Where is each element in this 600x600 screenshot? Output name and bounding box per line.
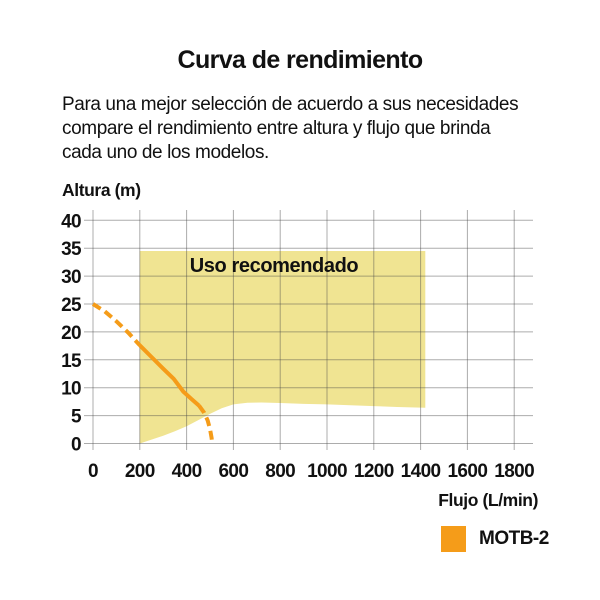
pump-curve-motb-2: [91, 302, 215, 444]
x-tick-label: 1400: [401, 461, 441, 482]
x-tick-label: 1200: [354, 461, 394, 482]
y-tick-label: 35: [61, 239, 82, 260]
y-tick-label: 15: [61, 351, 82, 372]
curve-segment-solid: [138, 343, 201, 408]
y-tick-label: 5: [71, 407, 82, 428]
recommended-zone: [139, 251, 426, 444]
legend-label: MOTB-2: [479, 528, 549, 549]
x-tick-label: 800: [265, 461, 295, 482]
y-tick-label: 40: [61, 211, 81, 232]
x-tick-label: 600: [218, 461, 248, 482]
x-tick-label: 0: [88, 461, 98, 482]
curve-segment-dashed: [197, 404, 215, 444]
flow-axis-label: Flujo (L/min): [438, 490, 538, 510]
description-line: Para una mejor selección de acuerdo a su…: [62, 94, 519, 115]
x-tick-label: 1600: [447, 461, 487, 482]
y-tick-label: 0: [71, 435, 81, 456]
grid: [84, 210, 533, 450]
x-tick-label: 400: [172, 461, 202, 482]
page-title: Curva de rendimiento: [177, 46, 424, 74]
x-tick-label: 1000: [307, 461, 347, 482]
legend: MOTB-2: [441, 526, 549, 552]
altitude-axis-label: Altura (m): [62, 180, 141, 200]
description-line: cada uno de los modelos.: [62, 142, 269, 163]
x-tick-label: 200: [125, 461, 155, 482]
curve-segment-dashed: [91, 302, 142, 347]
y-tick-label: 10: [61, 379, 81, 400]
description-line: compare el rendimiento entre altura y fl…: [62, 118, 491, 139]
description: Para una mejor selección de acuerdo a su…: [62, 93, 562, 165]
y-tick-label: 25: [61, 295, 82, 316]
y-tick-label: 30: [61, 267, 81, 288]
legend-swatch-motb2: [441, 526, 466, 552]
x-tick-label: 1800: [494, 461, 534, 482]
y-tick-label: 20: [61, 323, 81, 344]
recommended-zone-label: Uso recomendado: [190, 255, 359, 277]
